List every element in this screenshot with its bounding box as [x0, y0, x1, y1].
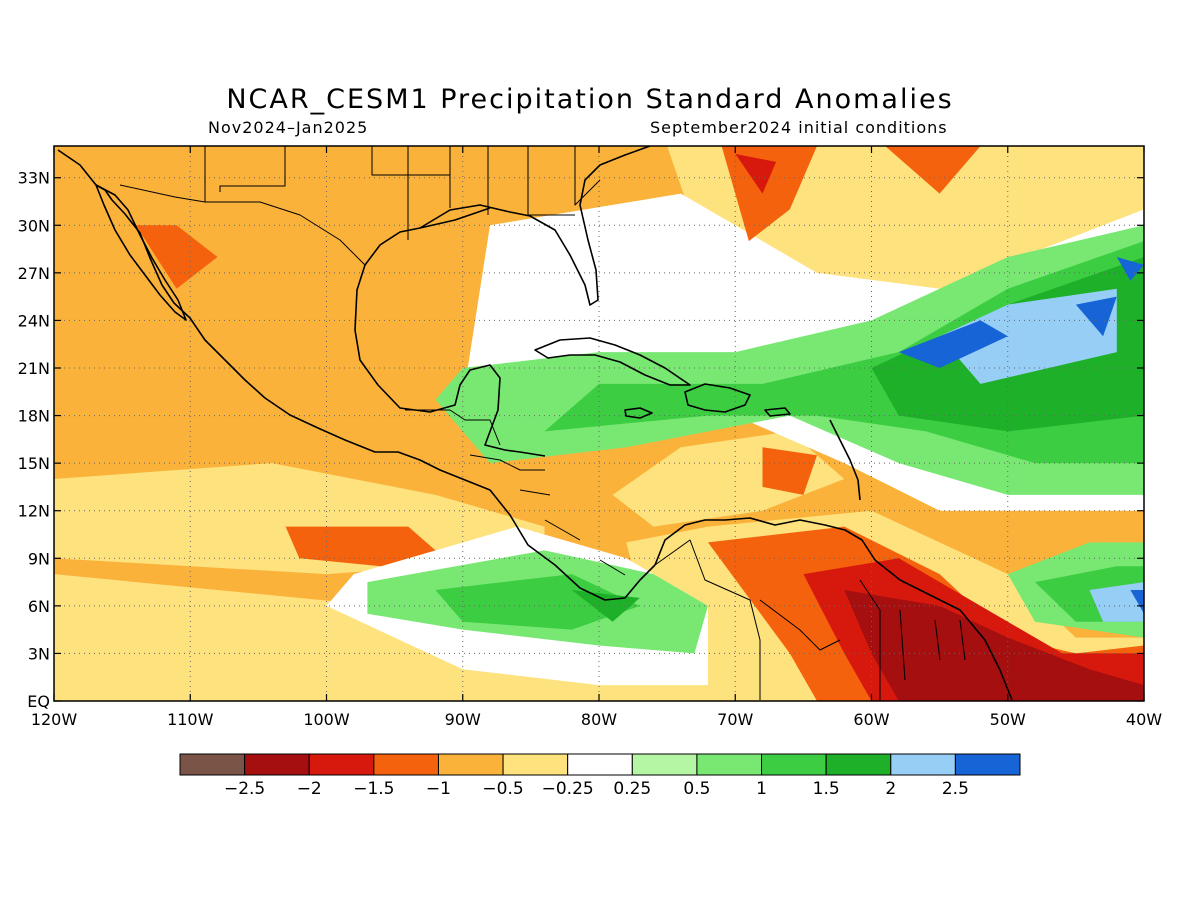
colorbar-label: 1 — [756, 779, 767, 799]
anomaly-region-20 — [1130, 590, 1144, 614]
border-us-mexico — [119, 184, 366, 266]
colorbar-label: −0.25 — [542, 779, 594, 799]
lon-tick-label: 100W — [303, 710, 350, 729]
colorbar-label: −1 — [426, 779, 451, 799]
lat-tick-label: EQ — [27, 692, 50, 711]
anomaly-region-21 — [721, 146, 817, 242]
colorbar-swatch — [631, 753, 698, 776]
colorbar-swatch — [179, 753, 246, 776]
anomaly-region-24 — [285, 526, 436, 567]
coastline-baja-california — [95, 184, 187, 321]
colorbar-label: 0.25 — [613, 779, 651, 799]
lat-tick-label: 33N — [18, 169, 50, 188]
lon-tick-label: 120W — [31, 710, 78, 729]
lat-tick-label: 18N — [18, 407, 50, 426]
anomaly-region-16 — [1089, 582, 1144, 622]
lat-tick-label: 21N — [18, 359, 50, 378]
colorbar-swatch — [954, 753, 1021, 776]
lat-tick-label: 6N — [28, 597, 50, 616]
anomaly-region-11 — [435, 574, 640, 630]
map-title: NCAR_CESM1 Precipitation Standard Anomal… — [226, 84, 954, 115]
colorbar-swatch — [373, 753, 439, 776]
colorbar-label: 2.5 — [942, 779, 969, 799]
colorbar-label: 1.5 — [813, 779, 840, 799]
colorbar-swatch — [696, 753, 763, 776]
anomaly-region-17 — [898, 320, 1008, 368]
colorbar-swatch — [567, 753, 633, 776]
anomaly-region-29 — [844, 590, 1144, 701]
colorbar-swatch — [890, 753, 956, 776]
lat-tick-label: 9N — [28, 549, 50, 568]
lon-tick-label: 70W — [717, 710, 753, 729]
anomaly-region-25 — [762, 447, 817, 495]
colorbar-label: 0.5 — [683, 779, 710, 799]
anomaly-region-19 — [1116, 257, 1144, 281]
coastline-south-america — [654, 517, 1013, 701]
anomaly-region-15 — [939, 288, 1117, 384]
coastline-north-america-pacific — [57, 149, 656, 601]
colorbar-label: −2 — [297, 779, 322, 799]
colorbar-swatch — [308, 753, 375, 776]
lon-tick-label: 60W — [853, 710, 889, 729]
colorbar-label: 2 — [885, 779, 896, 799]
border-central-america — [405, 409, 626, 576]
anomaly-region-23 — [135, 225, 218, 289]
coastline-puerto-rico — [764, 407, 791, 417]
anomaly-region-27 — [735, 153, 777, 194]
colorbar-swatch — [825, 753, 892, 776]
colorbar-label: −1.5 — [353, 779, 394, 799]
lat-tick-label: 30N — [18, 216, 50, 235]
colorbar-swatch — [437, 753, 504, 776]
anomaly-region-22 — [885, 146, 981, 194]
lat-tick-label: 12N — [18, 502, 50, 521]
coastline-lesser-antilles — [829, 419, 861, 501]
coastline-florida — [419, 146, 651, 306]
lon-tick-label: 110W — [167, 710, 214, 729]
lon-tick-label: 40W — [1126, 710, 1162, 729]
anomaly-region-18 — [1075, 296, 1117, 337]
colorbar-label: −2.5 — [224, 779, 265, 799]
coastline-hispaniola — [684, 383, 751, 413]
lon-tick-label: 90W — [445, 710, 481, 729]
coastline-cuba — [534, 337, 691, 386]
border-us-states — [204, 146, 601, 240]
colorbar-swatch — [761, 753, 827, 776]
lat-tick-label: 3N — [28, 644, 50, 663]
lat-tick-label: 24N — [18, 311, 50, 330]
lon-tick-label: 50W — [990, 710, 1026, 729]
colorbar-label: −0.5 — [482, 779, 523, 799]
lat-tick-label: 15N — [18, 454, 50, 473]
coastline-jamaica — [624, 407, 653, 419]
colorbar-swatch — [244, 753, 310, 776]
lat-tick-label: 27N — [18, 264, 50, 283]
colorbar-swatch — [502, 753, 569, 776]
initial-conditions-subtitle: September2024 initial conditions — [650, 118, 948, 137]
period-subtitle: Nov2024–Jan2025 — [208, 118, 369, 137]
border-south-america — [654, 539, 966, 700]
lon-tick-label: 80W — [581, 710, 617, 729]
